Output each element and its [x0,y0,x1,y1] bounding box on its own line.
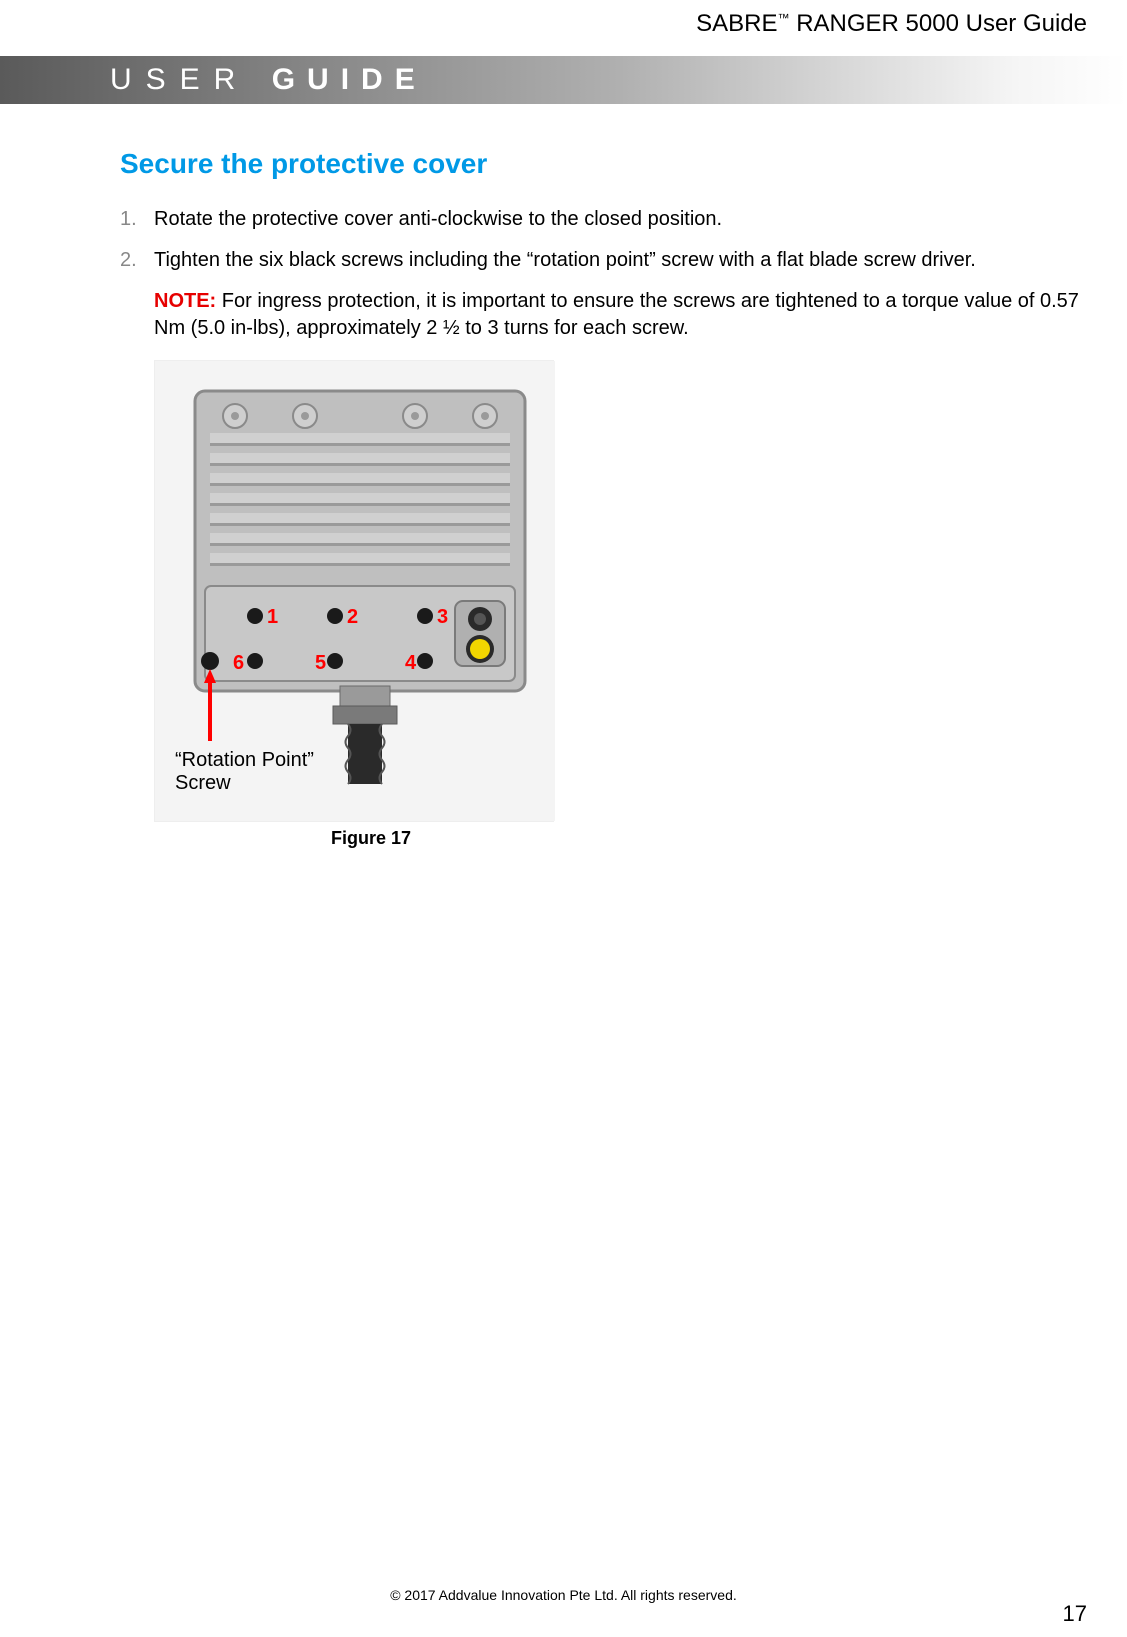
figure-wrap: 1 2 3 4 5 6 “Rotation Point” [120,360,1090,849]
note: NOTE: For ingress protection, it is impo… [120,288,1090,342]
device-illustration: 1 2 3 4 5 6 “Rotation Point” [155,361,555,821]
figure: 1 2 3 4 5 6 “Rotation Point” [154,360,554,822]
trademark-symbol: ™ [778,11,790,25]
content: Secure the protective cover Rotate the p… [120,148,1090,849]
screw-label-6: 6 [233,652,244,674]
header-suffix: RANGER 5000 User Guide [790,10,1087,37]
screw-label-3: 3 [437,606,448,628]
banner: USER GUIDE [0,56,1127,104]
screw-label-4: 4 [405,652,417,674]
step-item: Tighten the six black screws including t… [120,247,1090,274]
banner-word-user: USER [110,63,272,96]
footer-copyright: © 2017 Addvalue Innovation Pte Ltd. All … [0,1587,1127,1603]
section-heading: Secure the protective cover [120,148,1090,180]
header-product-title: SABRE™ RANGER 5000 User Guide [696,10,1087,38]
page-number: 17 [1063,1601,1087,1627]
page: SABRE™ RANGER 5000 User Guide USER GUIDE… [0,0,1127,1637]
figure-caption: Figure 17 [154,828,554,849]
header-prefix: SABRE [696,10,777,37]
screw-label-1: 1 [267,606,278,628]
rotation-point-annotation-line1: “Rotation Point” [175,749,314,771]
banner-word-guide: GUIDE [272,63,427,96]
step-item: Rotate the protective cover anti-clockwi… [120,206,1090,233]
screw-label-2: 2 [347,606,358,628]
banner-text: USER GUIDE [110,63,427,97]
rotation-point-annotation-line2: Screw [175,772,231,794]
note-label: NOTE: [154,290,216,312]
steps-list: Rotate the protective cover anti-clockwi… [120,206,1090,274]
screw-label-5: 5 [315,652,326,674]
note-text: For ingress protection, it is important … [154,290,1079,339]
